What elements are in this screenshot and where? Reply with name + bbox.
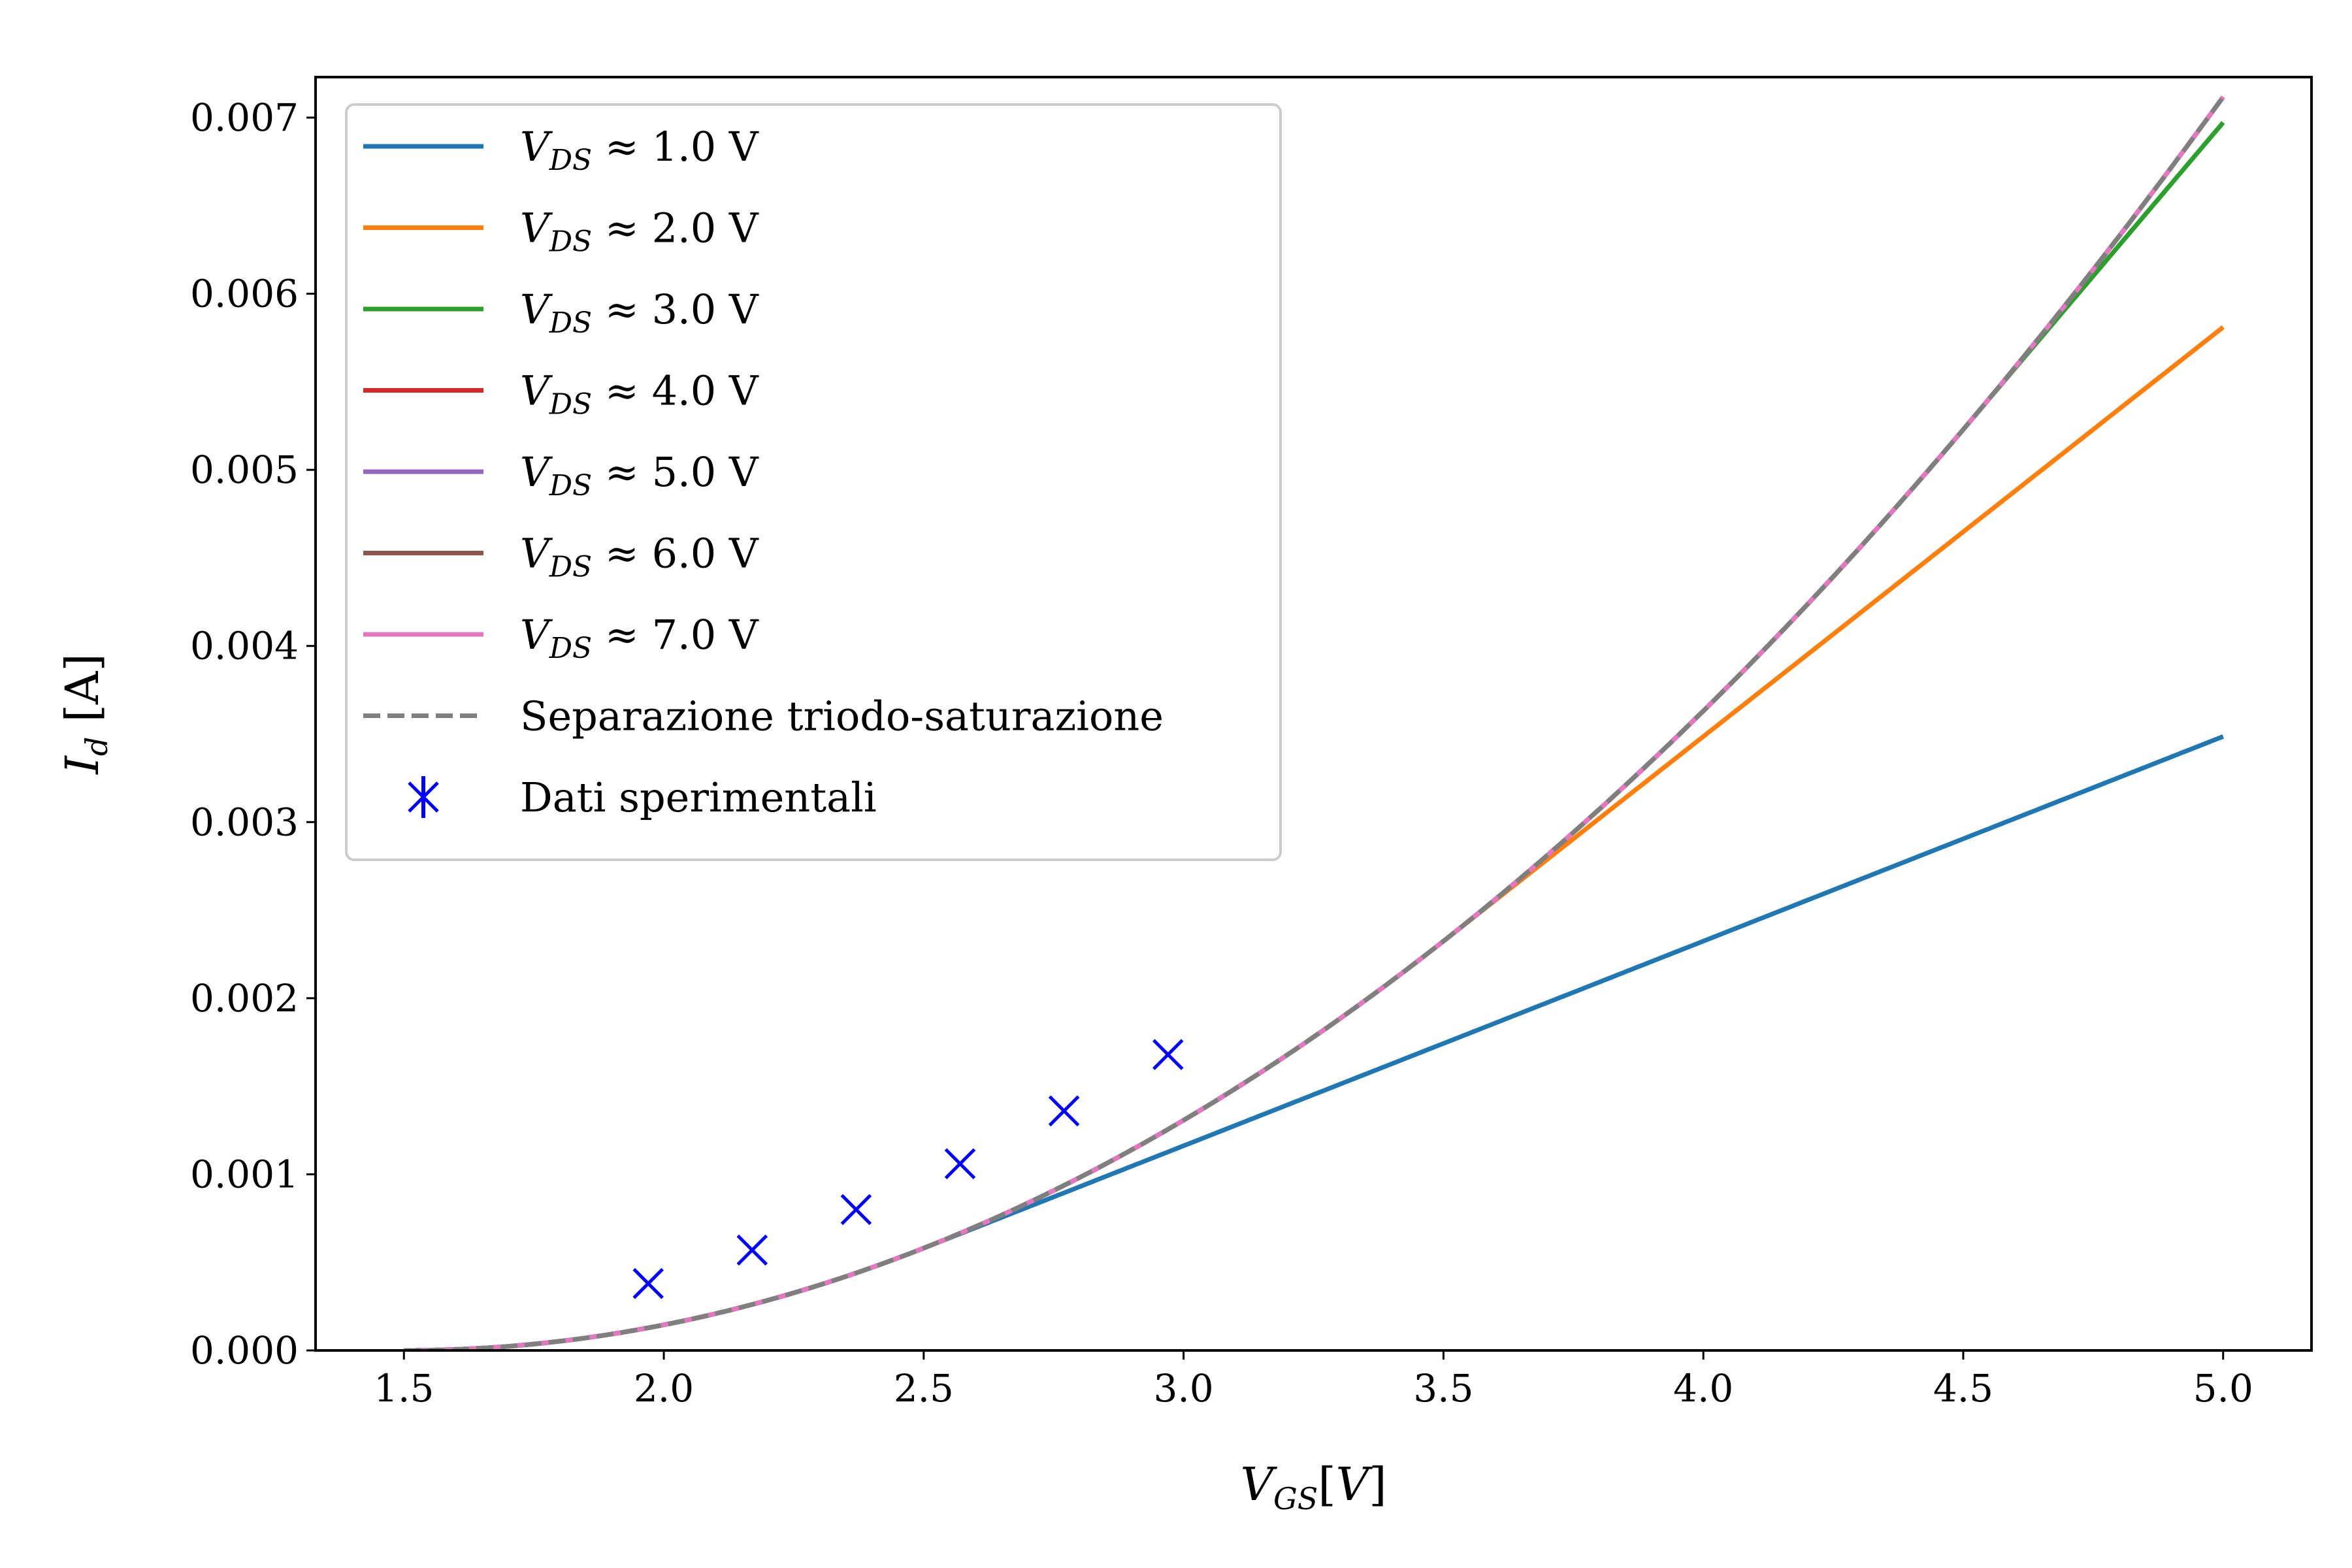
legend-entry: VDS ≈ 3.0 V [363, 286, 759, 340]
y-axis-label: Id [A] [56, 653, 114, 776]
y-tick-label: 0.002 [190, 976, 299, 1021]
experimental-point [736, 1234, 768, 1266]
y-tick-label: 0.006 [190, 272, 299, 316]
x-axis-label: VGS[V] [1240, 1458, 1386, 1516]
x-tick-label: 4.0 [1673, 1366, 1733, 1411]
legend-box [345, 103, 1282, 861]
y-tick-label: 0.004 [190, 624, 299, 668]
axis-ticks: 1.5 2.0 2.5 3.0 3.5 4.0 4.5 5.0 0.000 0.001 0.002 0… [190, 95, 2253, 1411]
experimental-point [1048, 1095, 1080, 1127]
legend-label: VDS ≈ 1.0 V [520, 123, 759, 177]
x-tick-label: 3.0 [1153, 1366, 1213, 1411]
experimental-point [1152, 1039, 1184, 1070]
legend-marker [408, 776, 439, 818]
legend-entry: Dati sperimentali [408, 774, 877, 821]
y-tick-label: 0.007 [190, 95, 299, 140]
legend-entry: Separazione triodo-saturazione [363, 693, 1164, 740]
legend-label: VDS ≈ 5.0 V [520, 448, 759, 502]
x-tick-label: 5.0 [2193, 1366, 2253, 1411]
x-tick-label: 4.5 [1933, 1366, 1993, 1411]
legend-label: VDS ≈ 2.0 V [520, 204, 759, 259]
legend-label: Dati sperimentali [520, 774, 877, 821]
legend-entry: VDS ≈ 6.0 V [363, 530, 759, 584]
separation-line [404, 95, 2225, 1350]
legend-entry: VDS ≈ 7.0 V [363, 611, 759, 665]
legend: VDS ≈ 1.0 V VDS ≈ 2.0 V VDS ≈ 3.0 V VDS ≈ 4… [345, 103, 1282, 861]
x-tick-label: 3.5 [1413, 1366, 1473, 1411]
y-tick-label: 0.001 [190, 1152, 299, 1196]
legend-entry: VDS ≈ 5.0 V [363, 448, 759, 502]
x-tick-label: 2.5 [894, 1366, 954, 1411]
legend-label: Separazione triodo-saturazione [520, 693, 1164, 740]
legend-entry: VDS ≈ 2.0 V [363, 204, 759, 259]
plot-area [404, 95, 2225, 1350]
experimental-point [840, 1194, 872, 1226]
legend-label: VDS ≈ 6.0 V [520, 530, 759, 584]
x-tick-label: 2.0 [634, 1366, 694, 1411]
y-tick-label: 0.000 [190, 1328, 299, 1373]
legend-label: VDS ≈ 3.0 V [520, 286, 759, 340]
legend-label: VDS ≈ 4.0 V [520, 367, 759, 421]
experimental-point [944, 1148, 976, 1180]
legend-entry: VDS ≈ 4.0 V [363, 367, 759, 421]
legend-entry: VDS ≈ 1.0 V [363, 123, 759, 177]
plot-frame [314, 76, 2313, 1352]
y-tick-label: 0.005 [190, 448, 299, 492]
experimental-point [632, 1267, 664, 1299]
x-tick-label: 1.5 [374, 1366, 434, 1411]
legend-label: VDS ≈ 7.0 V [520, 611, 759, 665]
y-tick-label: 0.003 [190, 800, 299, 844]
